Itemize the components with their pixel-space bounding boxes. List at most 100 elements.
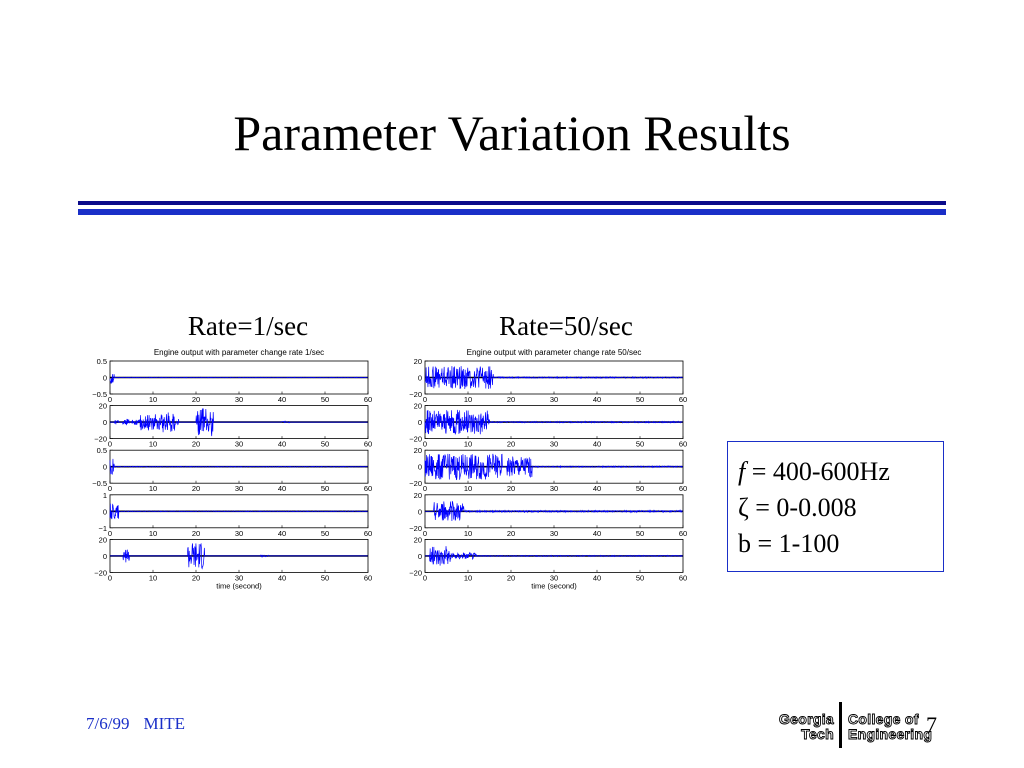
x-tick-label: 10 xyxy=(464,573,472,582)
x-tick-label: 10 xyxy=(149,529,157,538)
footer-date: 7/6/99 xyxy=(86,714,130,733)
x-tick-label: 30 xyxy=(235,484,243,493)
footer-org: MITE xyxy=(143,714,185,733)
x-tick-label: 10 xyxy=(464,440,472,449)
y-tick-label: 20 xyxy=(414,491,422,500)
y-tick-label: 0 xyxy=(103,418,107,427)
f-symbol: f xyxy=(738,457,746,486)
heading-rate-1: Rate=1/sec xyxy=(187,311,309,341)
y-tick-label: 0 xyxy=(103,463,107,472)
x-tick-label: 20 xyxy=(507,440,515,449)
signal-series xyxy=(424,453,683,481)
param-damping: ζ = 0-0.008 xyxy=(738,490,943,526)
logo-college-of: College of xyxy=(848,711,919,727)
x-tick-label: 40 xyxy=(278,395,286,404)
x-tick-label: 10 xyxy=(149,573,157,582)
zeta-value: = 0-0.008 xyxy=(748,493,857,522)
x-tick-label: 40 xyxy=(278,440,286,449)
y-tick-label: 20 xyxy=(414,446,422,455)
x-tick-label: 30 xyxy=(550,573,558,582)
x-tick-label: 50 xyxy=(636,440,644,449)
signal-series xyxy=(425,500,683,522)
x-tick-label: 20 xyxy=(192,529,200,538)
x-tick-label: 50 xyxy=(636,395,644,404)
x-tick-label: 40 xyxy=(278,573,286,582)
footer: 7/6/99 MITE xyxy=(86,714,199,734)
x-tick-label: 60 xyxy=(679,529,687,538)
x-tick-label: 50 xyxy=(636,573,644,582)
x-tick-label: 50 xyxy=(321,395,329,404)
y-tick-label: −20 xyxy=(409,568,422,577)
y-tick-label: 0 xyxy=(103,374,107,383)
y-tick-label: 20 xyxy=(99,535,107,544)
chart-rate-1: Engine output with parameter change rate… xyxy=(92,348,372,590)
x-tick-label: 50 xyxy=(321,484,329,493)
x-tick-label: 0 xyxy=(108,573,112,582)
x-tick-label: 50 xyxy=(636,529,644,538)
x-tick-label: 50 xyxy=(321,573,329,582)
y-tick-label: −20 xyxy=(409,479,422,488)
signal-series xyxy=(110,542,368,570)
y-tick-label: −20 xyxy=(94,435,107,444)
x-tick-label: 60 xyxy=(364,395,372,404)
x-tick-label: 10 xyxy=(464,395,472,404)
x-tick-label: 30 xyxy=(550,529,558,538)
logo-college: College of Engineering xyxy=(848,711,933,742)
chart-title: Engine output with parameter change rate… xyxy=(154,348,324,357)
x-tick-label: 0 xyxy=(108,484,112,493)
f-value: = 400-600Hz xyxy=(745,457,890,486)
y-tick-label: −20 xyxy=(94,568,107,577)
x-tick-label: 20 xyxy=(192,484,200,493)
x-tick-label: 20 xyxy=(192,573,200,582)
y-tick-label: 0 xyxy=(418,552,422,561)
title-rule-thick xyxy=(78,209,946,215)
signal-series xyxy=(109,374,368,384)
x-tick-label: 60 xyxy=(679,484,687,493)
x-tick-label: 20 xyxy=(507,573,515,582)
x-tick-label: 40 xyxy=(593,529,601,538)
x-tick-label: 20 xyxy=(507,395,515,404)
signal-series xyxy=(425,546,683,566)
x-tick-label: 30 xyxy=(235,529,243,538)
signal-series xyxy=(109,458,368,475)
param-b: b = 1-100 xyxy=(738,529,840,558)
signal-series xyxy=(424,409,683,435)
x-tick-label: 30 xyxy=(235,440,243,449)
title-rule-thin xyxy=(78,201,946,205)
param-frequency: f = 400-600Hz xyxy=(738,454,943,490)
x-tick-label: 40 xyxy=(278,529,286,538)
x-tick-label: 40 xyxy=(593,395,601,404)
x-tick-label: 10 xyxy=(464,484,472,493)
x-tick-label: 50 xyxy=(636,484,644,493)
x-tick-label: 30 xyxy=(235,573,243,582)
x-tick-label: 60 xyxy=(364,440,372,449)
slide-number: 7 xyxy=(926,712,937,737)
x-tick-label: 0 xyxy=(108,395,112,404)
x-tick-label: 60 xyxy=(679,573,687,582)
x-tick-label: 10 xyxy=(149,484,157,493)
y-tick-label: 0.5 xyxy=(97,357,107,366)
x-tick-label: 10 xyxy=(149,395,157,404)
x-tick-label: 0 xyxy=(108,440,112,449)
x-tick-label: 30 xyxy=(550,484,558,493)
logo-georgia: Georgia xyxy=(778,711,835,727)
x-tick-label: 20 xyxy=(507,484,515,493)
y-tick-label: −1 xyxy=(98,524,107,533)
slide-title: Parameter Variation Results xyxy=(233,105,791,161)
signal-series xyxy=(110,408,368,437)
x-tick-label: 60 xyxy=(364,573,372,582)
x-tick-label: 0 xyxy=(423,484,427,493)
heading-rate-50: Rate=50/sec xyxy=(499,311,633,341)
x-tick-label: 60 xyxy=(679,395,687,404)
x-axis-label: time (second) xyxy=(531,581,577,590)
x-axis-label: time (second) xyxy=(216,581,262,590)
signal-series xyxy=(424,366,683,389)
x-tick-label: 40 xyxy=(593,440,601,449)
x-tick-label: 20 xyxy=(192,440,200,449)
x-tick-label: 10 xyxy=(464,529,472,538)
georgia-tech-logo: Georgia Tech College of Engineering xyxy=(764,702,944,748)
x-tick-label: 40 xyxy=(593,484,601,493)
x-tick-label: 50 xyxy=(321,529,329,538)
x-tick-label: 10 xyxy=(149,440,157,449)
logo-engineering: Engineering xyxy=(848,726,933,742)
